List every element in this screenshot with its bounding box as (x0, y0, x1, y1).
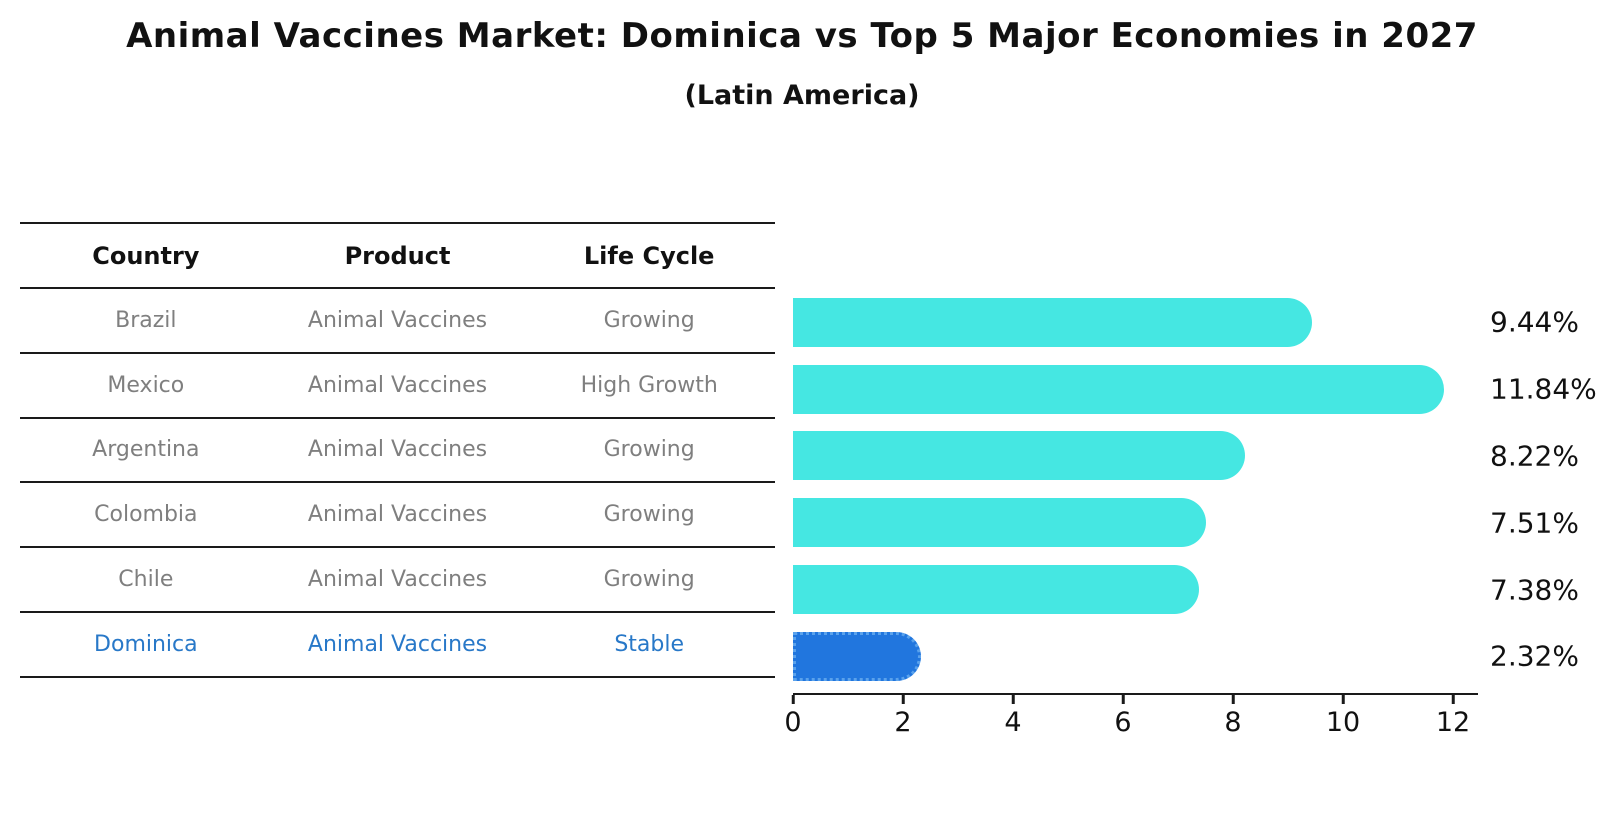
table-body: Brazil Animal Vaccines Growing Mexico Animal… (20, 289, 775, 678)
x-tick-mark-10 (1341, 695, 1345, 705)
table-row-argentina: Argentina Animal Vaccines Growing (20, 419, 775, 484)
x-tick-label-4: 4 (1004, 706, 1022, 738)
x-tick-mark-12 (1451, 695, 1455, 705)
header-country: Country (92, 241, 200, 270)
product-cell: Animal Vaccines (307, 372, 488, 398)
bar-chile (793, 565, 1199, 615)
x-tick-label-0: 0 (784, 706, 802, 738)
x-tick-label-2: 2 (894, 706, 912, 738)
country-cell: Dominica (94, 631, 198, 657)
country-table: Country Product Life Cycle Brazil Animal … (20, 222, 775, 678)
bar-row-argentina: 8.22% (793, 423, 1604, 490)
table-row-colombia: Colombia Animal Vaccines Growing (20, 483, 775, 549)
x-tick-mark-6 (1121, 695, 1125, 705)
bars-area: 9.44% 11.84% 8.22% 7.51% 7.38% 2.32% (793, 289, 1604, 690)
value-label-mexico: 11.84% (1490, 372, 1597, 406)
x-axis-line (793, 692, 1478, 696)
chart-subtitle: (Latin America) (684, 80, 920, 111)
x-tick-mark-2 (901, 695, 905, 705)
country-cell: Colombia (94, 502, 198, 528)
x-tick-label-12: 12 (1435, 706, 1471, 738)
table-row-dominica: Dominica Animal Vaccines Stable (20, 613, 775, 678)
x-axis: 0 2 4 6 8 10 12 (784, 692, 1478, 749)
value-label-colombia: 7.51% (1490, 506, 1579, 540)
x-tick-label-10: 10 (1325, 706, 1361, 738)
lifecycle-cell: Growing (603, 307, 695, 333)
value-label-chile: 7.38% (1490, 573, 1579, 607)
country-cell: Chile (118, 567, 174, 593)
bar-colombia (793, 498, 1207, 548)
table-row-brazil: Brazil Animal Vaccines Growing (20, 289, 775, 354)
product-cell: Animal Vaccines (307, 567, 488, 593)
x-tick-label-8: 8 (1224, 706, 1242, 738)
country-cell: Mexico (107, 372, 185, 398)
bar-row-mexico: 11.84% (793, 356, 1604, 423)
header-product: Product (344, 241, 451, 270)
value-label-brazil: 9.44% (1490, 305, 1579, 339)
product-cell: Animal Vaccines (307, 502, 488, 528)
table-row-chile: Chile Animal Vaccines Growing (20, 548, 775, 613)
product-cell: Animal Vaccines (307, 437, 488, 463)
lifecycle-cell: High Growth (580, 372, 718, 398)
bar-row-colombia: 7.51% (793, 489, 1604, 556)
product-cell: Animal Vaccines (307, 631, 488, 657)
bar-dominica (793, 631, 921, 681)
header-life-cycle: Life Cycle (583, 241, 715, 270)
bar-chart: 9.44% 11.84% 8.22% 7.51% 7.38% 2.32% 0 2 4 6 8 10 1… (784, 289, 1604, 749)
table-header-row: Country Product Life Cycle (20, 224, 775, 289)
product-cell: Animal Vaccines (307, 307, 488, 333)
lifecycle-cell: Growing (603, 502, 695, 528)
x-tick-mark-0 (791, 695, 795, 705)
bar-row-brazil: 9.44% (793, 289, 1604, 356)
x-tick-label-6: 6 (1114, 706, 1132, 738)
bar-argentina (793, 431, 1246, 481)
x-tick-mark-8 (1231, 695, 1235, 705)
bar-row-dominica: 2.32% (793, 623, 1604, 690)
bar-mexico (793, 364, 1445, 414)
lifecycle-cell: Growing (603, 567, 695, 593)
value-label-argentina: 8.22% (1490, 439, 1579, 473)
chart-title: Animal Vaccines Market: Dominica vs Top … (126, 16, 1478, 56)
x-tick-mark-4 (1011, 695, 1015, 705)
value-label-dominica: 2.32% (1490, 639, 1579, 673)
bar-brazil (793, 297, 1313, 347)
country-cell: Brazil (115, 307, 177, 333)
lifecycle-cell: Stable (614, 631, 685, 657)
lifecycle-cell: Growing (603, 437, 695, 463)
table-row-mexico: Mexico Animal Vaccines High Growth (20, 354, 775, 419)
country-cell: Argentina (92, 437, 200, 463)
bar-row-chile: 7.38% (793, 556, 1604, 623)
